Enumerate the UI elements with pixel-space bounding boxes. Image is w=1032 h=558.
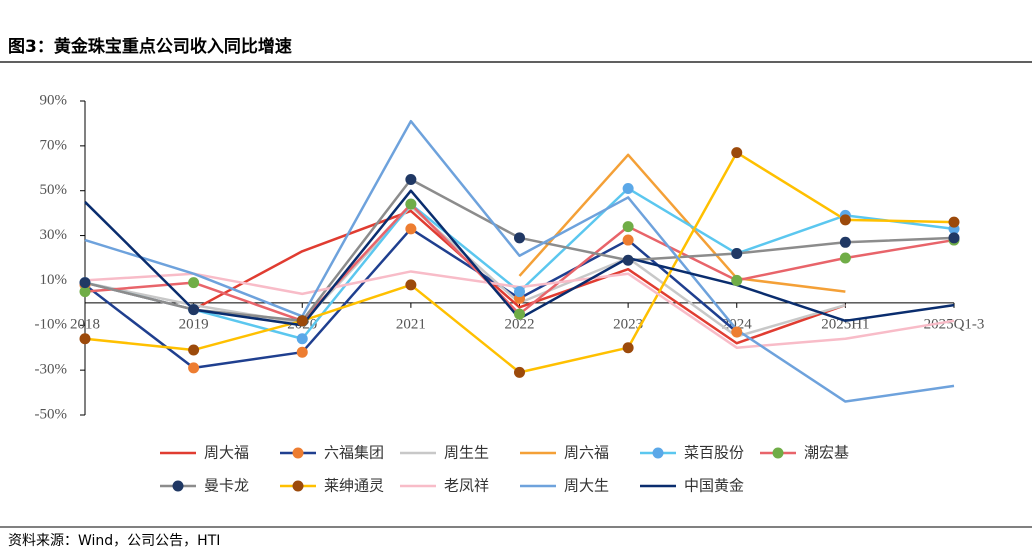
y-tick-label: 90% bbox=[40, 92, 68, 108]
legend-label: 周大生 bbox=[564, 477, 609, 495]
y-tick-label: 30% bbox=[40, 227, 68, 243]
legend-label: 周大福 bbox=[204, 444, 249, 462]
data-point bbox=[839, 214, 851, 226]
data-point bbox=[622, 234, 634, 246]
data-point bbox=[296, 315, 308, 327]
data-point bbox=[405, 279, 417, 291]
data-point bbox=[296, 333, 308, 345]
legend-label: 中国黄金 bbox=[684, 477, 744, 495]
data-point bbox=[79, 333, 91, 345]
data-point bbox=[296, 346, 308, 358]
y-tick-label: -30% bbox=[35, 362, 68, 378]
data-point bbox=[622, 182, 634, 194]
data-point bbox=[514, 308, 525, 320]
data-point bbox=[514, 286, 525, 298]
legend-label: 潮宏基 bbox=[804, 444, 849, 462]
legend-marker bbox=[652, 447, 664, 459]
data-point bbox=[622, 254, 634, 266]
data-point bbox=[405, 198, 417, 210]
data-point bbox=[514, 232, 525, 244]
data-point bbox=[188, 344, 200, 356]
data-point bbox=[731, 274, 743, 286]
data-point bbox=[188, 304, 200, 316]
legend-marker bbox=[772, 447, 784, 459]
y-tick-label: 50% bbox=[40, 182, 68, 198]
data-point bbox=[731, 326, 743, 338]
x-tick-label: 2022 bbox=[505, 316, 535, 332]
legend-marker bbox=[292, 447, 304, 459]
data-point bbox=[731, 147, 743, 159]
data-point bbox=[731, 248, 743, 260]
x-tick-label: 2025Q1-3 bbox=[924, 316, 985, 332]
series-line bbox=[84, 119, 955, 403]
y-tick-label: 70% bbox=[40, 137, 68, 153]
x-tick-label: 2019 bbox=[179, 316, 209, 332]
data-point bbox=[948, 216, 960, 228]
source: 资料来源：Wind，公司公告，HTI bbox=[8, 533, 220, 549]
data-point bbox=[514, 366, 525, 378]
y-tick-label: -50% bbox=[35, 406, 68, 422]
legend-label: 周六福 bbox=[564, 444, 609, 462]
y-tick-label: 10% bbox=[40, 272, 68, 288]
data-point bbox=[79, 277, 91, 289]
data-point bbox=[79, 286, 91, 298]
legend-marker bbox=[172, 480, 184, 492]
legend-label: 老凤祥 bbox=[444, 477, 489, 495]
legend-marker bbox=[292, 480, 304, 492]
data-point bbox=[948, 232, 960, 244]
data-point bbox=[839, 252, 851, 264]
data-point bbox=[188, 277, 200, 289]
series-line bbox=[518, 153, 846, 293]
data-point bbox=[188, 362, 200, 374]
data-point bbox=[405, 223, 417, 235]
x-tick-label: 2018 bbox=[70, 316, 100, 332]
chart-title: 图3：黄金珠宝重点公司收入同比增速 bbox=[8, 36, 292, 57]
legend-label: 周生生 bbox=[444, 444, 489, 462]
legend-label: 莱绅通灵 bbox=[324, 477, 384, 495]
legend-label: 菜百股份 bbox=[684, 444, 744, 462]
data-point bbox=[622, 342, 634, 354]
data-point bbox=[405, 174, 417, 185]
data-point bbox=[622, 221, 634, 233]
legend-label: 六福集团 bbox=[324, 444, 384, 462]
x-tick-label: 2021 bbox=[396, 316, 426, 332]
data-point bbox=[839, 236, 851, 248]
y-tick-label: -10% bbox=[35, 317, 68, 333]
x-tick-label: 2023 bbox=[613, 316, 643, 332]
legend-label: 曼卡龙 bbox=[204, 477, 249, 495]
